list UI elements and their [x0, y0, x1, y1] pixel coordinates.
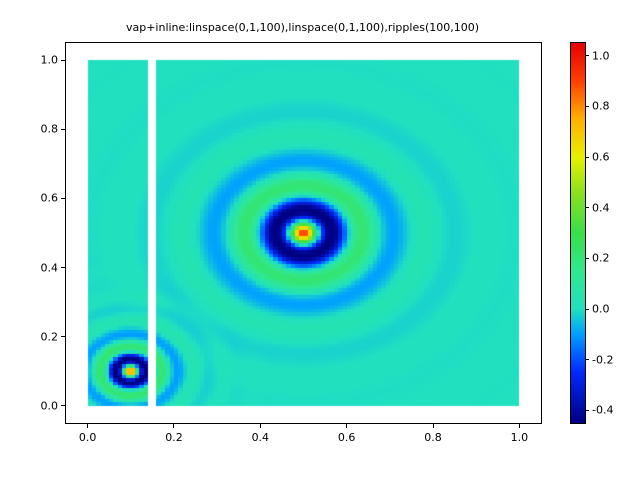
y-tick-mark	[61, 267, 65, 269]
x-tick-mark	[173, 424, 175, 428]
x-tick-label: 0.0	[78, 431, 97, 444]
y-tick-mark	[61, 59, 65, 61]
x-tick-label: 0.8	[424, 431, 442, 444]
colorbar-tick-mark	[586, 156, 589, 158]
y-tick-mark	[61, 336, 65, 338]
plot-area	[65, 42, 542, 424]
y-tick-label: 0.8	[40, 122, 59, 136]
colorbar-tick-mark	[586, 308, 589, 310]
colorbar-tick-label: 1.0	[592, 49, 610, 63]
x-tick-label: 0.6	[337, 431, 356, 444]
x-tick-mark	[259, 424, 261, 428]
y-tick-label: 0.0	[40, 399, 59, 413]
y-tick-label: 0.6	[40, 191, 59, 205]
colorbar-tick-label: 0.2	[592, 251, 610, 265]
colorbar-tick-mark	[586, 409, 589, 411]
y-tick-mark	[61, 128, 65, 130]
colorbar-tick-mark	[586, 207, 589, 209]
y-tick-label: 0.2	[40, 330, 59, 344]
x-tick-mark	[518, 424, 520, 428]
x-tick-label: 0.2	[165, 431, 183, 444]
y-tick-label: 0.4	[40, 261, 59, 275]
x-tick-label: 1.0	[510, 431, 529, 444]
y-tick-mark	[61, 405, 65, 407]
x-tick-mark	[432, 424, 434, 428]
colorbar-tick-label: -0.4	[592, 403, 614, 417]
heatmap-canvas	[66, 43, 541, 423]
colorbar-tick-mark	[586, 55, 589, 57]
x-tick-mark	[87, 424, 89, 428]
colorbar-canvas	[571, 43, 585, 423]
x-tick-mark	[346, 424, 348, 428]
colorbar-tick-label: -0.2	[592, 353, 614, 367]
x-tick-label: 0.4	[251, 431, 270, 444]
colorbar-tick-label: 0.4	[592, 201, 610, 215]
colorbar-tick-mark	[586, 257, 589, 259]
colorbar-tick-mark	[586, 359, 589, 361]
colorbar-tick-label: 0.8	[592, 99, 610, 113]
y-tick-mark	[61, 197, 65, 199]
colorbar-tick-label: 0.6	[592, 150, 610, 164]
y-tick-label: 1.0	[40, 53, 59, 67]
colorbar-tick-mark	[586, 105, 589, 107]
chart-title: vap+inline:linspace(0,1,100),linspace(0,…	[125, 21, 480, 34]
colorbar-tick-label: 0.0	[592, 302, 610, 316]
colorbar	[570, 42, 586, 424]
